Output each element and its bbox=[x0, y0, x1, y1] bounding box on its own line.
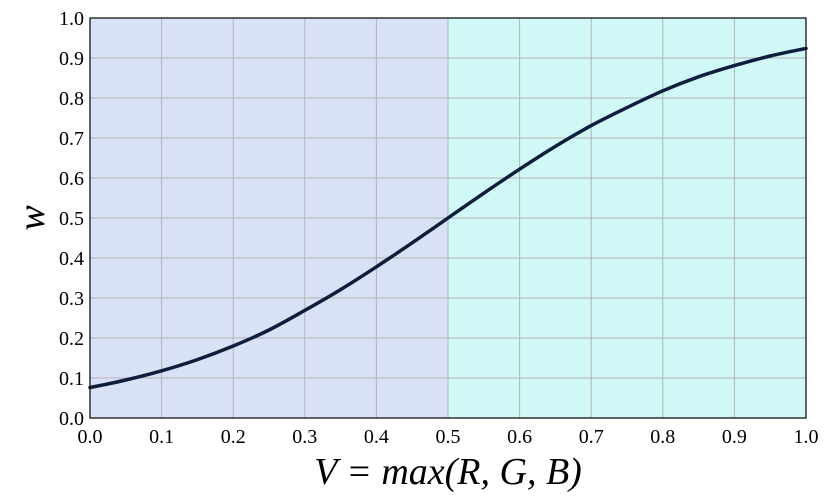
x-tick-label: 0.2 bbox=[221, 426, 246, 448]
y-tick-label: 0.7 bbox=[59, 128, 84, 150]
x-tick-label: 0.1 bbox=[149, 426, 174, 448]
series-line-0 bbox=[88, 46, 808, 390]
x-tick-label: 0.5 bbox=[436, 426, 461, 448]
y-tick-label: 0.0 bbox=[59, 408, 84, 430]
y-tick-label: 0.2 bbox=[59, 328, 84, 350]
y-tick-labels: 0.0 0.1 0.2 0.3 0.4 0.5 0.6 0.7 0.8 0.9 1.0 bbox=[59, 8, 84, 430]
y-tick-label: 0.4 bbox=[59, 248, 84, 270]
x-tick-label: 0.3 bbox=[292, 426, 317, 448]
y-tick-label: 0.5 bbox=[59, 208, 84, 230]
x-tick-label: 0.9 bbox=[722, 426, 747, 448]
x-tick-label: 0.6 bbox=[507, 426, 532, 448]
x-tick-label: 0.8 bbox=[650, 426, 675, 448]
x-tick-label: 1.0 bbox=[794, 426, 819, 448]
x-tick-label: 0.4 bbox=[364, 426, 389, 448]
x-axis-label: V = max(R, G, B) bbox=[314, 451, 582, 493]
plot-frame bbox=[89, 17, 807, 419]
x-tick-label: 0.7 bbox=[579, 426, 604, 448]
y-tick-label: 1.0 bbox=[59, 8, 84, 30]
y-tick-label: 0.3 bbox=[59, 288, 84, 310]
y-tick-label: 0.9 bbox=[59, 48, 84, 70]
y-tick-label: 0.6 bbox=[59, 168, 84, 190]
y-axis-label: w bbox=[11, 205, 53, 231]
y-tick-label: 0.8 bbox=[59, 88, 84, 110]
x-tick-labels: 0.0 0.1 0.2 0.3 0.4 0.5 0.6 0.7 0.8 0.9 1.0 bbox=[78, 426, 819, 448]
series-group bbox=[88, 46, 808, 390]
y-tick-label: 0.1 bbox=[59, 368, 84, 390]
x-tick-label: 0.0 bbox=[78, 426, 103, 448]
